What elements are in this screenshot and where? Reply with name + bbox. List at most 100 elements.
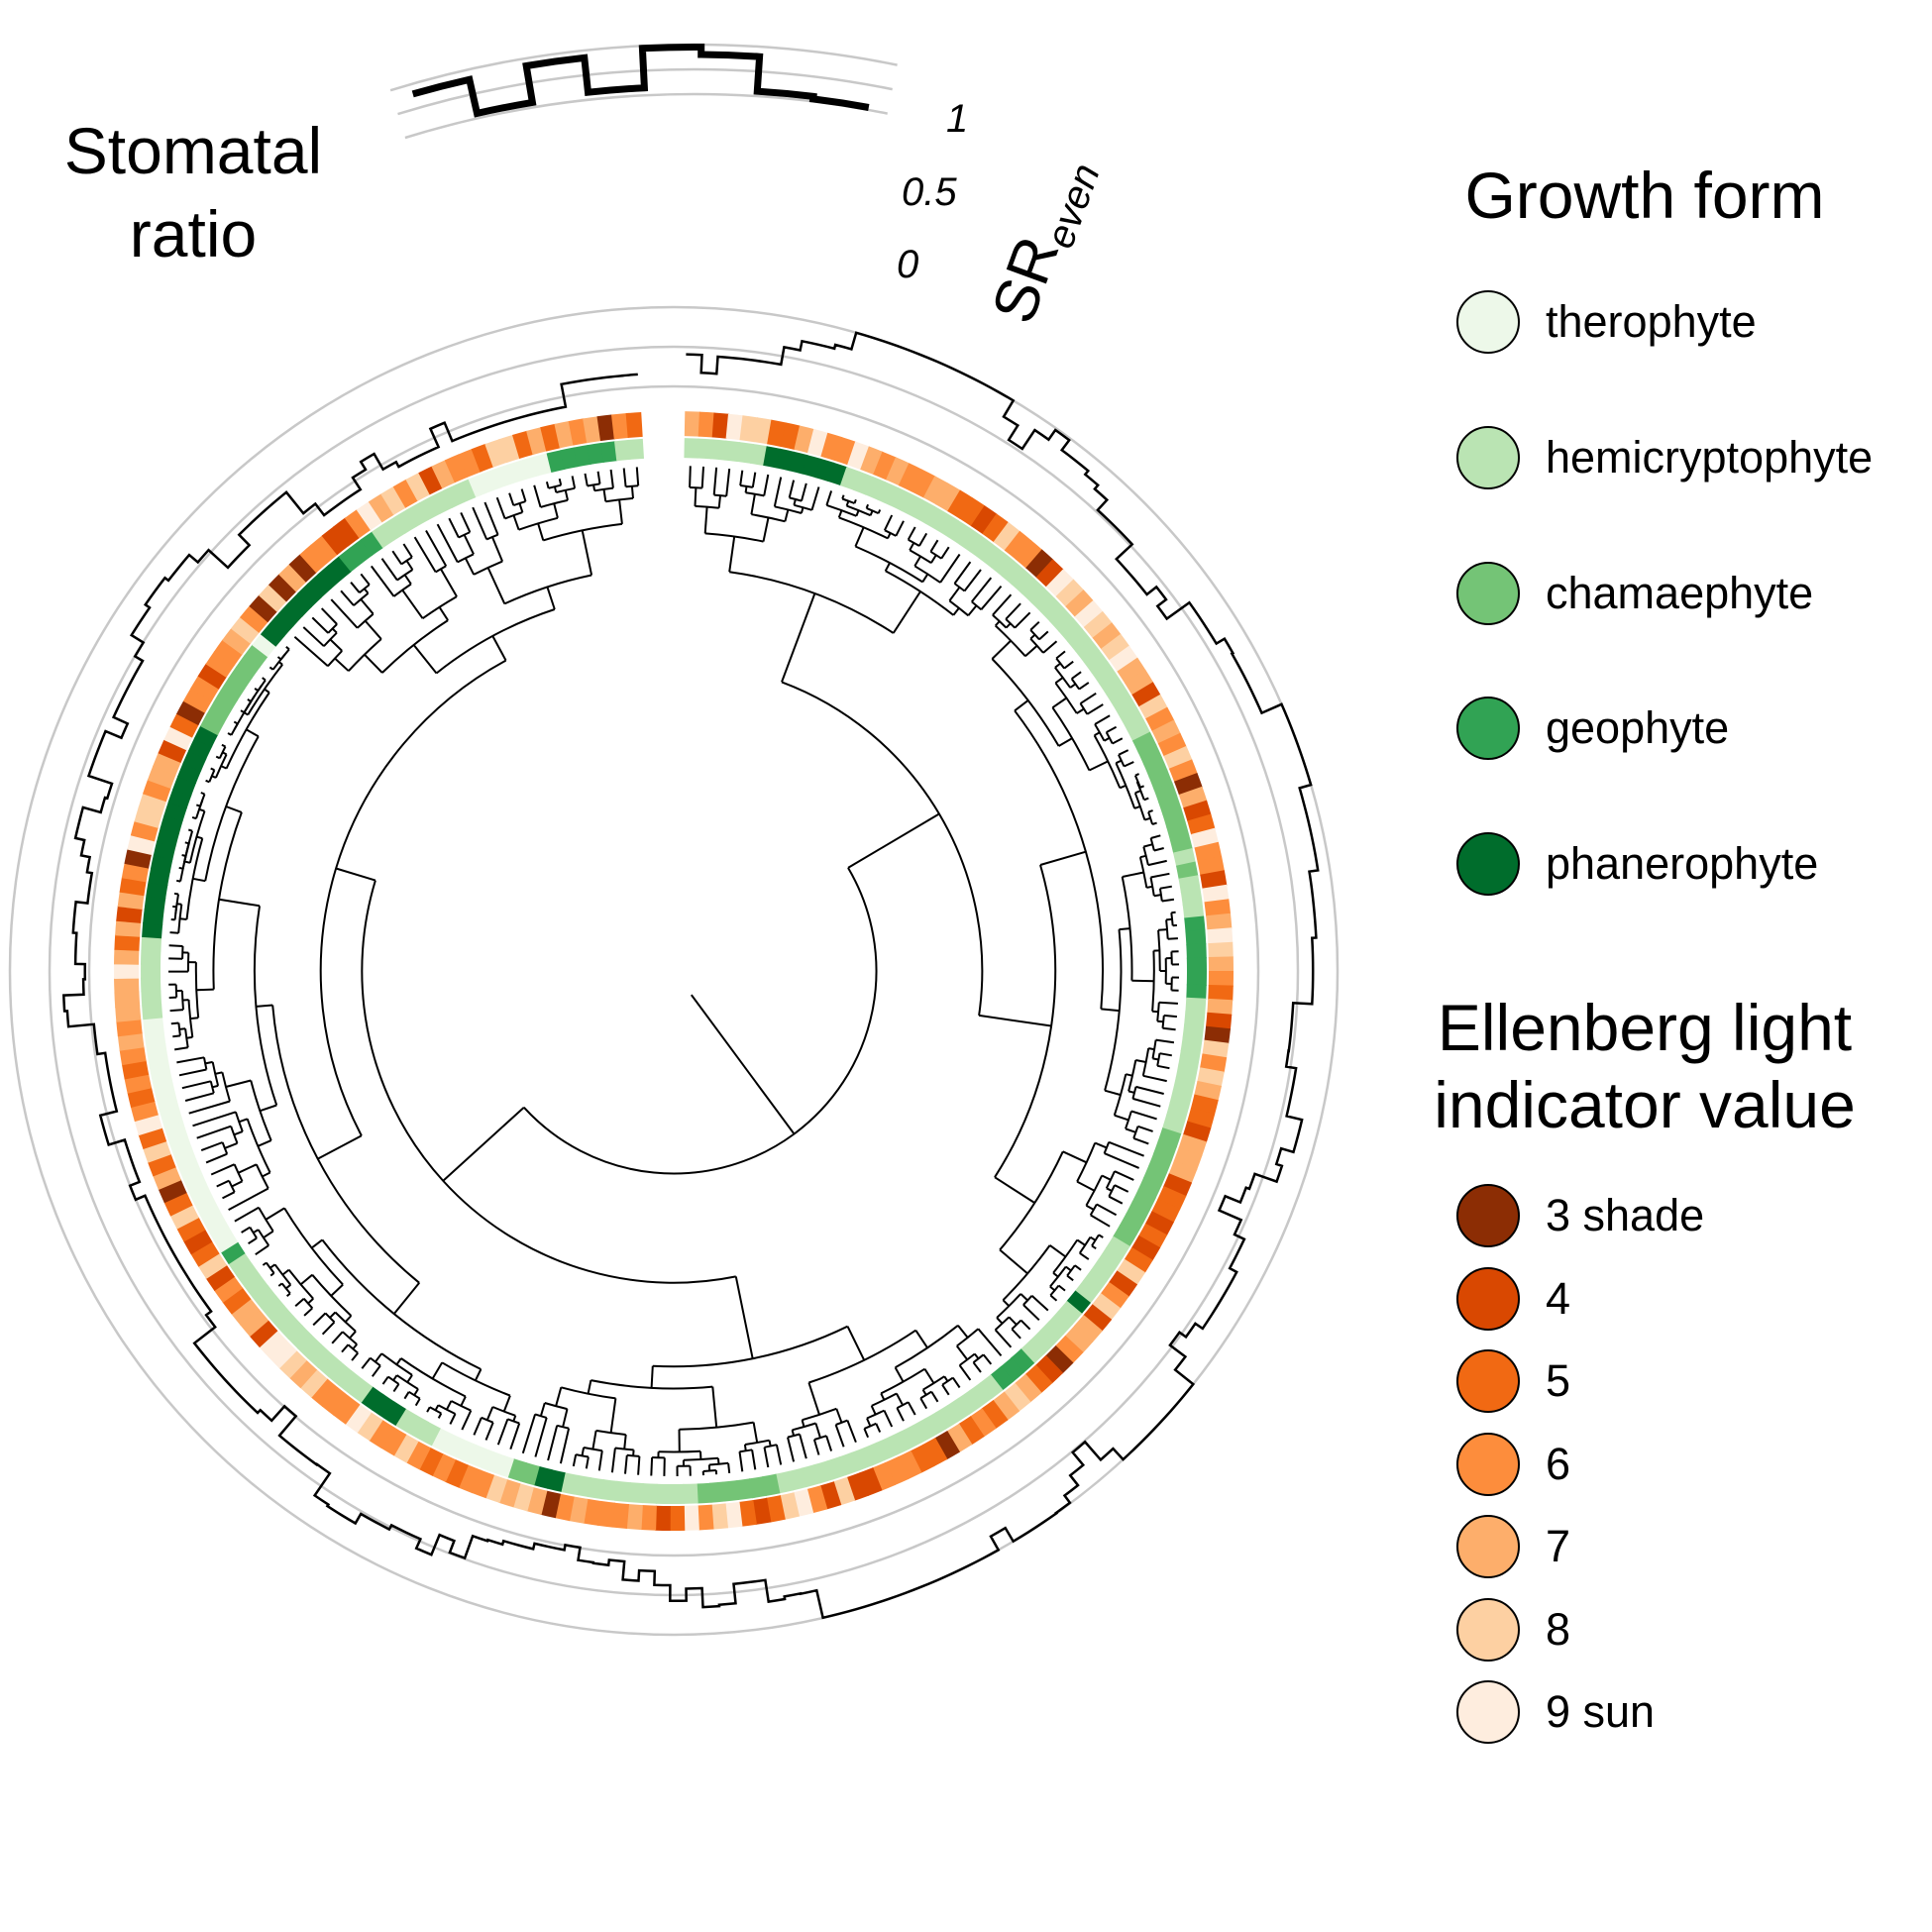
tree-tip-branch <box>635 467 640 486</box>
ellenberg-cell <box>1173 1147 1203 1171</box>
ellenberg-cell <box>458 1464 482 1494</box>
growth-form-cell <box>360 531 384 556</box>
tree-tip-branch <box>1137 1125 1153 1132</box>
tree-tip-branch <box>1130 1110 1157 1121</box>
tree-arc <box>1115 762 1136 809</box>
tree-arc <box>273 1263 292 1286</box>
tree-branch <box>930 554 937 564</box>
ellenberg-cell <box>1197 856 1225 876</box>
tree-tip-branch <box>1150 872 1170 879</box>
ellenberg-cell <box>1157 732 1187 757</box>
growth-form-cell <box>710 439 727 461</box>
tree-tip-branch <box>1074 1264 1082 1271</box>
tree-tip-branch <box>689 466 692 488</box>
ellenberg-cell <box>147 1153 176 1177</box>
tree-tip-branch <box>712 467 718 495</box>
tree-branch <box>999 1248 1028 1275</box>
tree-tip-branch <box>1022 1304 1040 1322</box>
tree-branch <box>192 877 206 883</box>
tree-tip-branch <box>725 468 731 496</box>
growth-form-cell <box>1074 1279 1100 1304</box>
tree-tip-branch <box>700 466 704 488</box>
tree-branch <box>307 1298 314 1305</box>
growth-form-cell <box>206 700 232 724</box>
ellenberg-cell <box>711 412 730 439</box>
ellenberg-cell <box>946 1423 973 1453</box>
tree-tip-branch <box>1079 692 1097 704</box>
growth-form-cell <box>1066 628 1092 653</box>
tree-arc <box>953 583 966 592</box>
tree-tip-branch <box>1135 1085 1164 1095</box>
growth-form-cell <box>146 1043 168 1061</box>
tree-tip-branch <box>381 1376 389 1385</box>
ellenberg-cell <box>640 1505 657 1531</box>
tree-branch <box>224 1141 238 1149</box>
ellenberg-cell <box>1100 1281 1129 1310</box>
tree-branch <box>1134 790 1141 795</box>
tree-branch <box>591 1430 597 1449</box>
tree-branch <box>994 620 1001 627</box>
ellenberg-cell <box>684 411 700 437</box>
tree-tip-branch <box>883 1410 894 1428</box>
tree-branch <box>317 1134 363 1160</box>
growth-form-cell <box>148 868 170 886</box>
ellenberg-cell <box>288 554 317 583</box>
growth-form-cell <box>153 1082 176 1102</box>
growth-form-cell <box>979 1374 1004 1400</box>
growth-form-cell <box>1131 1189 1156 1212</box>
growth-form-cell <box>206 1218 232 1241</box>
tree-branch <box>263 1230 274 1239</box>
ellenberg-cell <box>182 688 213 713</box>
growth-form-cell <box>587 1477 605 1500</box>
ellenberg-cell <box>1200 1053 1228 1073</box>
tree-tip-branch <box>775 1444 783 1465</box>
growth-form-cell <box>788 1467 807 1491</box>
growth-form-cell <box>287 1325 313 1349</box>
growth-form-cell <box>1142 1164 1168 1187</box>
tree-branch <box>406 1374 413 1383</box>
tree-arc <box>311 1274 353 1317</box>
growth-form-cell <box>560 1472 579 1495</box>
ellenberg-cell <box>197 663 227 690</box>
tree-branch <box>1126 1073 1133 1077</box>
ellenberg-cell <box>1168 1160 1198 1184</box>
ellenberg-cell <box>121 862 150 883</box>
growth-form-cell <box>1083 650 1109 674</box>
tree-branch <box>225 805 243 813</box>
ellenberg-cell <box>993 521 1020 552</box>
ellenberg-cell <box>1045 1345 1074 1374</box>
growth-form-cell <box>1082 1269 1108 1293</box>
tree-branch <box>1131 979 1154 983</box>
ellenberg-cell <box>169 1204 199 1230</box>
ellenberg-cell <box>1015 540 1043 569</box>
ellenberg-cell <box>268 574 297 602</box>
ellenberg-cell <box>1208 941 1234 959</box>
tree-branch <box>413 1388 419 1396</box>
tree-arc <box>359 584 371 593</box>
tree-tip-branch <box>1079 1251 1090 1260</box>
growth-form-cell <box>1120 707 1144 730</box>
tree-branch <box>1024 644 1038 658</box>
growth-form-cell <box>430 489 453 514</box>
growth-form-cell <box>1186 957 1208 973</box>
ellenberg-cell <box>669 1505 686 1532</box>
growth-form-cell <box>1000 1357 1024 1382</box>
inset-title-line2: ratio <box>129 197 258 270</box>
tree-tip-branch <box>351 1351 359 1361</box>
tree-branch <box>179 917 187 920</box>
ellenberg-cell <box>554 1493 575 1522</box>
tree-tip-branch <box>773 477 783 507</box>
ellenberg-cell <box>344 508 372 539</box>
growth-form-cell <box>349 1378 374 1403</box>
tree-branch <box>196 988 214 992</box>
ellenberg-cell <box>119 1046 147 1066</box>
growth-form-cell <box>142 922 163 939</box>
growth-form-cell <box>278 1315 303 1341</box>
growth-form-cell <box>252 633 277 658</box>
tree-arc <box>327 650 343 667</box>
tree-tip-branch <box>624 1454 628 1474</box>
growth-form-cell <box>1184 1011 1206 1027</box>
tree-tip-branch <box>200 1141 223 1152</box>
tree-branch <box>743 1444 747 1451</box>
growth-form-cell <box>957 1390 982 1416</box>
